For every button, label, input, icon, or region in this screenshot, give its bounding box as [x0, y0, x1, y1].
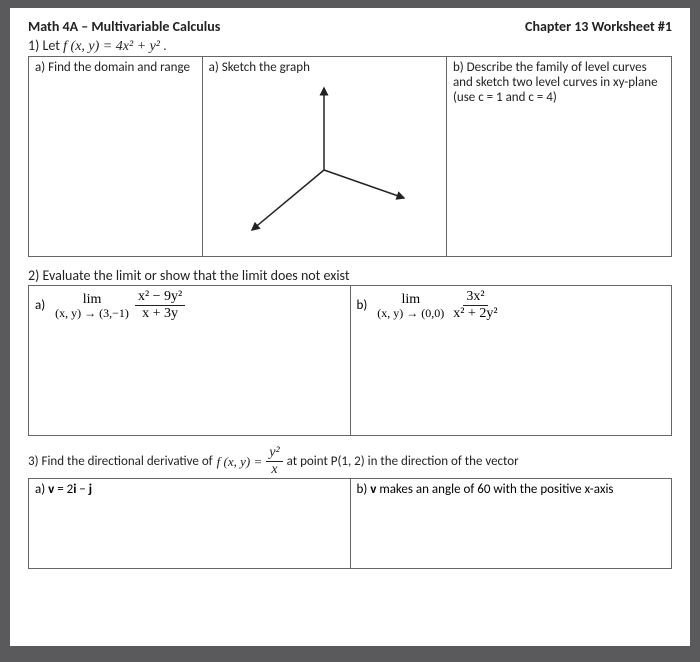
q3-frac-num: y²	[266, 446, 282, 462]
q3-frac-den: x	[268, 462, 280, 477]
q1-table: a) Find the domain and range a) Sketch t…	[28, 56, 672, 257]
q1-cell-sketch: a) Sketch the graph	[202, 57, 446, 257]
q2-b-limit: lim (x, y) → (0,0)	[377, 293, 444, 319]
q3-cell-b: b) v makes an angle of 60 with the posit…	[350, 479, 672, 569]
q1-cell-a-text: a) Find the domain and range	[35, 60, 196, 75]
q2-b-to: (x, y) → (0,0)	[377, 307, 444, 319]
header-left: Math 4A – Multivariable Calculus	[28, 18, 220, 35]
q1-cell-domain-range: a) Find the domain and range	[29, 57, 203, 257]
q2-cell-b: b) lim (x, y) → (0,0) 3x² x² + 2y²	[350, 286, 672, 436]
q3-cell-a: a) v = 2i − j	[29, 479, 351, 569]
q1-cell-level-curves: b) Describe the family of level curves a…	[446, 57, 671, 257]
q2-table: a) lim (x, y) → (3,−1) x² − 9y² x + 3y b…	[28, 285, 672, 436]
q2-b-label: b)	[357, 298, 368, 313]
q3-suffix: at point P(1, 2) in the direction of the…	[287, 454, 519, 469]
q1-function: f (x, y) = 4x² + y² .	[63, 39, 167, 54]
q2-b-expression: b) lim (x, y) → (0,0) 3x² x² + 2y²	[357, 290, 666, 321]
q3-table: a) v = 2i − j b) v makes an angle of 60 …	[28, 478, 672, 569]
q2-a-label: a)	[35, 298, 45, 313]
q3-fraction: y² x	[266, 446, 282, 477]
q1-intro-prefix: 1) Let	[28, 37, 63, 54]
axes-3d-svg	[234, 80, 414, 240]
header: Math 4A – Multivariable Calculus Chapter…	[28, 18, 672, 35]
q2-a-den: x + 3y	[139, 306, 181, 321]
q2-cell-a: a) lim (x, y) → (3,−1) x² − 9y² x + 3y	[29, 286, 351, 436]
q3-b-text: b) v makes an angle of 60 with the posit…	[357, 482, 666, 497]
q3-a-text: a) v = 2i − j	[35, 482, 344, 497]
axes-3d	[209, 75, 440, 245]
q2-b-lim: lim	[401, 293, 420, 307]
q2-a-fraction: x² − 9y² x + 3y	[135, 290, 185, 321]
q2-a-to: (x, y) → (3,−1)	[55, 307, 129, 319]
worksheet-page: Math 4A – Multivariable Calculus Chapter…	[10, 8, 690, 646]
q3-fn: f (x, y) =	[217, 454, 263, 470]
q2-a-expression: a) lim (x, y) → (3,−1) x² − 9y² x + 3y	[35, 290, 344, 321]
q2-a-lim: lim	[83, 293, 102, 307]
q1-cell-c-text: b) Describe the family of level curves a…	[453, 60, 665, 105]
q3-prefix: 3) Find the directional derivative of	[28, 454, 213, 469]
q2-a-limit: lim (x, y) → (3,−1)	[55, 293, 129, 319]
q1-intro: 1) Let f (x, y) = 4x² + y² .	[28, 37, 672, 55]
q1-cell-b-text: a) Sketch the graph	[209, 60, 440, 75]
q2-a-num: x² − 9y²	[135, 290, 185, 306]
q2-title: 2) Evaluate the limit or show that the l…	[28, 267, 672, 284]
header-right: Chapter 13 Worksheet #1	[525, 18, 672, 35]
q2-b-fraction: 3x² x² + 2y²	[450, 290, 500, 321]
q2-b-num: 3x²	[463, 290, 487, 306]
q3-title: 3) Find the directional derivative of f …	[28, 446, 672, 477]
q2-b-den: x² + 2y²	[450, 306, 500, 321]
